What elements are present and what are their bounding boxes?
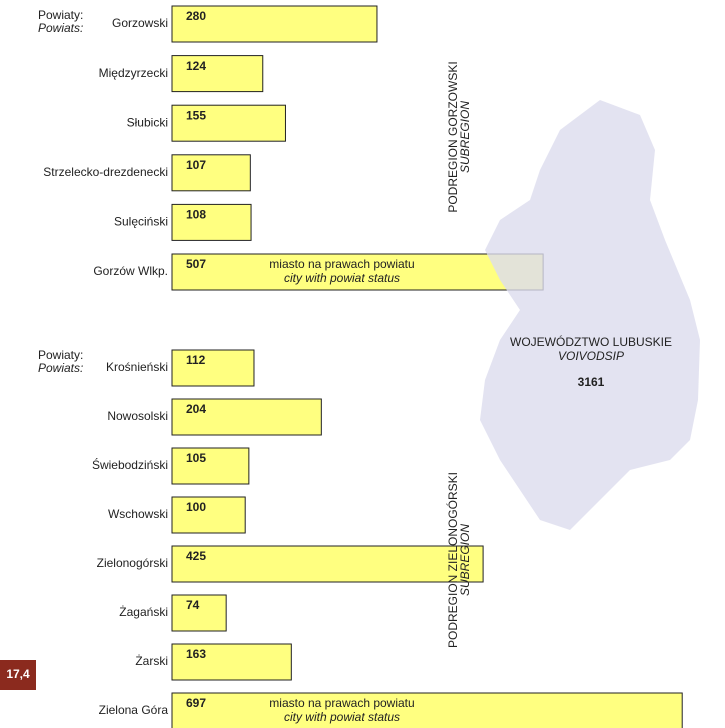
category-label: Międzyrzecki bbox=[99, 66, 168, 80]
map-name-en: VOIVODSIP bbox=[558, 349, 624, 363]
value-label: 74 bbox=[186, 598, 200, 612]
map-total: 3161 bbox=[578, 375, 605, 389]
category-label: Krośnieński bbox=[106, 360, 168, 374]
category-label: Gorzów Wlkp. bbox=[93, 264, 168, 278]
subregion: PODREGION GORZOWSKI bbox=[446, 61, 460, 212]
category-label: Strzelecko-drezdenecki bbox=[43, 165, 168, 179]
bar bbox=[171, 154, 251, 192]
subregion: PODREGION ZIELONOGÓRSKI bbox=[445, 472, 460, 648]
category-label: Zielonogórski bbox=[97, 556, 168, 570]
note-en: city with powiat status bbox=[284, 271, 400, 285]
value-label: 507 bbox=[186, 257, 206, 271]
group-label: Powiaty: bbox=[38, 348, 83, 362]
category-label: Świebodziński bbox=[92, 457, 168, 472]
category-label: Sulęciński bbox=[114, 215, 168, 229]
value-label: 105 bbox=[186, 451, 206, 465]
category-label: Słubicki bbox=[127, 115, 168, 129]
value-label: 204 bbox=[186, 402, 206, 416]
map bbox=[480, 100, 700, 530]
note-en: city with powiat status bbox=[284, 710, 400, 724]
value-label: 100 bbox=[186, 500, 206, 514]
bar bbox=[171, 104, 286, 142]
value-label: 697 bbox=[186, 696, 206, 710]
value-label: 163 bbox=[186, 647, 206, 661]
map-shape bbox=[480, 100, 700, 530]
group-label: Powiaty: bbox=[38, 8, 83, 22]
bar bbox=[171, 253, 544, 291]
category-label: Gorzowski bbox=[112, 16, 168, 30]
bar bbox=[171, 643, 292, 681]
category-label: Nowosolski bbox=[107, 409, 168, 423]
bar bbox=[171, 203, 252, 241]
bar bbox=[171, 692, 683, 728]
note: miasto na prawach powiatu bbox=[269, 257, 414, 271]
bar bbox=[171, 398, 322, 436]
value-label: 425 bbox=[186, 549, 206, 563]
map-name: WOJEWÓDZTWO LUBUSKIE bbox=[510, 334, 672, 349]
category-label: Wschowski bbox=[108, 507, 168, 521]
badge-box bbox=[0, 660, 36, 690]
subregion-en: SUBREGION bbox=[458, 524, 472, 596]
bar bbox=[171, 349, 255, 387]
bar bbox=[171, 545, 484, 583]
bar bbox=[171, 5, 378, 43]
badge: 17,4 bbox=[6, 667, 30, 681]
note: miasto na prawach powiatu bbox=[269, 696, 414, 710]
bar bbox=[171, 447, 250, 485]
group-label-en: Powiats: bbox=[38, 21, 83, 35]
value-label: 107 bbox=[186, 158, 206, 172]
value-label: 155 bbox=[186, 108, 206, 122]
value-label: 124 bbox=[186, 59, 206, 73]
value-label: 112 bbox=[186, 353, 206, 367]
bar bbox=[171, 55, 264, 93]
category-label: Zielona Góra bbox=[99, 703, 169, 717]
group-label-en: Powiats: bbox=[38, 361, 83, 375]
bar bbox=[171, 594, 227, 632]
value-label: 108 bbox=[186, 208, 206, 222]
category-label: Żagański bbox=[119, 605, 168, 619]
category-label: Żarski bbox=[135, 654, 168, 668]
subregion-en: SUBREGION bbox=[458, 101, 472, 173]
bar bbox=[171, 496, 246, 534]
value-label: 280 bbox=[186, 9, 206, 23]
